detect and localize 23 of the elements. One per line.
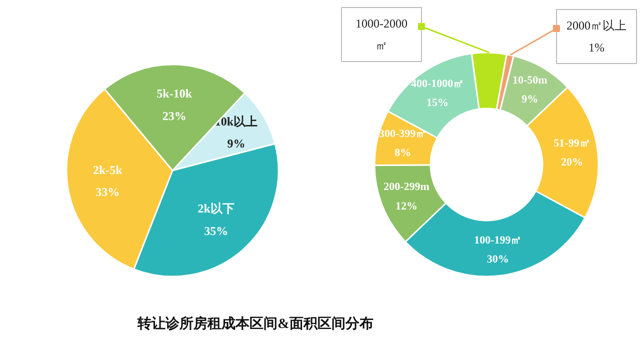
data-label: 9% bbox=[227, 136, 246, 151]
data-label: 23% bbox=[162, 109, 186, 124]
data-label: 1% bbox=[588, 40, 604, 55]
slice-label: 400-1000㎡ bbox=[410, 78, 464, 90]
data-label: 9% bbox=[522, 94, 538, 106]
data-label: 33% bbox=[96, 185, 120, 200]
text: 转让诊所房租成本区间&面积区间分布 bbox=[136, 315, 374, 332]
slice-label: 200-299m bbox=[384, 181, 430, 194]
slice-label: 1000-2000 ㎡ bbox=[356, 16, 408, 53]
data-label: 15% bbox=[426, 97, 449, 110]
data-label: 20% bbox=[560, 156, 583, 169]
slice-label: 5k-10k bbox=[156, 86, 192, 101]
data-label: 8% bbox=[394, 147, 412, 160]
slice-label: 10-50m bbox=[512, 74, 548, 86]
data-label: 30% bbox=[486, 254, 509, 266]
data-label: 12% bbox=[396, 200, 418, 212]
slice-label: 300-399㎡ bbox=[378, 128, 427, 140]
slice-label: 51-99㎡ bbox=[554, 137, 590, 150]
slice-label: 2k以下 bbox=[198, 201, 234, 216]
slice-label: 100-199㎡ bbox=[474, 234, 522, 246]
data-label: 35% bbox=[204, 224, 228, 238]
slice-label: 2k-5k bbox=[92, 162, 123, 177]
legend-label: 2000㎡以上 bbox=[566, 18, 626, 32]
